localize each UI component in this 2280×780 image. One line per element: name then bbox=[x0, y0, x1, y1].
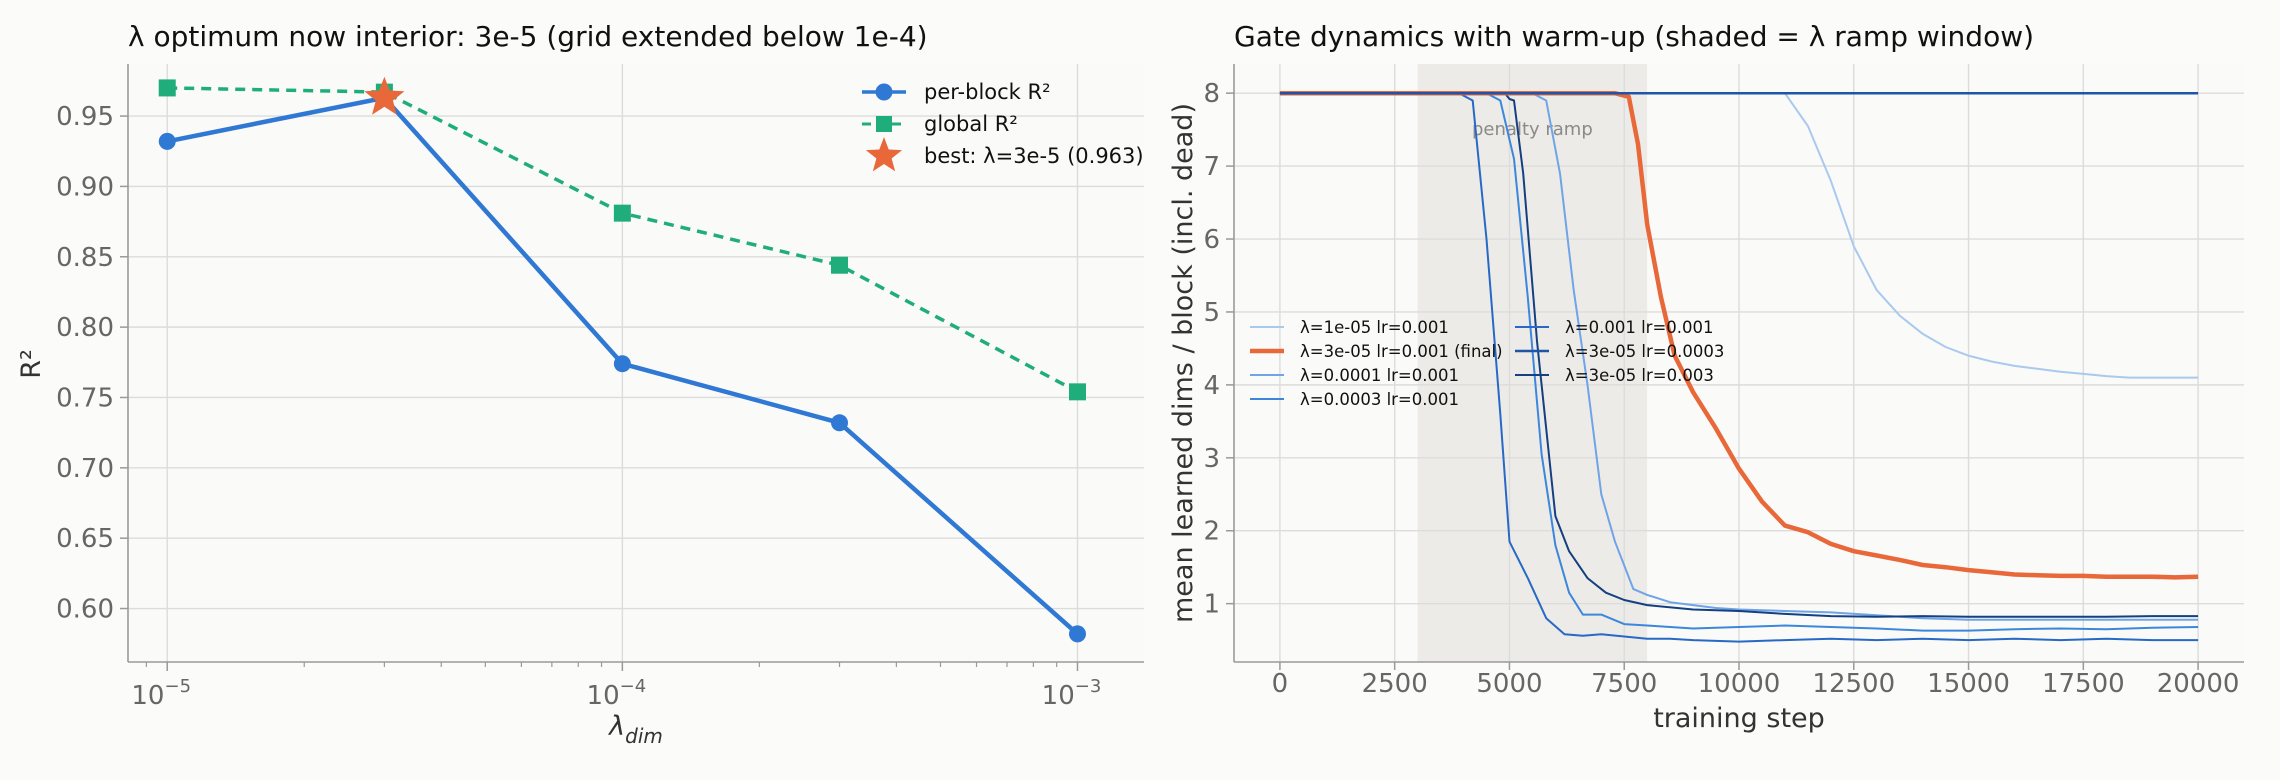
right-y-tick-label: 1 bbox=[1203, 590, 1220, 620]
right-y-tick-label: 4 bbox=[1203, 371, 1220, 401]
tick-exponent: −3 bbox=[1075, 676, 1102, 697]
left-y-tick-label: 0.90 bbox=[56, 172, 114, 202]
tick-exponent: −5 bbox=[164, 676, 191, 697]
tick-base: 10 bbox=[1042, 681, 1075, 711]
left-chart-title: λ optimum now interior: 3e-5 (grid exten… bbox=[128, 20, 928, 53]
right-legend-label: λ=0.0003 lr=0.001 bbox=[1300, 390, 1459, 409]
left-x-axis-label: λdim bbox=[607, 711, 663, 748]
legend-global-label: global R² bbox=[924, 112, 1018, 136]
right-legend-label: λ=0.0001 lr=0.001 bbox=[1300, 366, 1459, 385]
right-x-tick-label: 0 bbox=[1272, 669, 1289, 699]
legend-per-block-label: per-block R² bbox=[924, 80, 1051, 104]
right-x-tick-label: 7500 bbox=[1591, 669, 1657, 699]
per-block-r2-point bbox=[831, 414, 849, 432]
left-x-axis-label-main: λ bbox=[607, 711, 625, 742]
left-x-axis-label-sub: dim bbox=[625, 724, 663, 748]
right-x-tick-label: 10000 bbox=[1698, 669, 1781, 699]
left-y-tick-label: 0.80 bbox=[56, 313, 114, 343]
right-y-tick-label: 8 bbox=[1203, 79, 1220, 109]
global-r2-point bbox=[1068, 383, 1086, 401]
legend-best-star-icon bbox=[865, 137, 903, 172]
left-x-tick-label: 10−4 bbox=[587, 676, 647, 711]
right-y-tick-label: 2 bbox=[1203, 517, 1220, 547]
left-legend: per-block R² global R² best: λ=3e-5 (0.9… bbox=[862, 80, 1144, 172]
right-chart: 1 2 3 4 5 6 7 8 0 2500 5000 7500 10000 12500 15000 175… bbox=[1168, 20, 2244, 734]
legend-best-label: best: λ=3e-5 (0.963) bbox=[924, 144, 1144, 168]
tick-base: 10 bbox=[587, 681, 620, 711]
right-legend-label: λ=3e-05 lr=0.0003 bbox=[1565, 342, 1724, 361]
right-y-tick-label: 5 bbox=[1203, 298, 1220, 328]
left-y-tick-label: 0.60 bbox=[56, 595, 114, 625]
right-x-tick-label: 15000 bbox=[1927, 669, 2010, 699]
left-chart: 0.600.650.700.750.800.850.900.95 10−5 10−… bbox=[16, 20, 1144, 748]
right-x-tick-label: 12500 bbox=[1812, 669, 1895, 699]
right-series-line-3 bbox=[1279, 92, 2199, 632]
left-y-tick-label: 0.95 bbox=[56, 102, 114, 132]
left-x-tick-label: 10−3 bbox=[1042, 676, 1102, 711]
right-x-tick-label: 5000 bbox=[1476, 669, 1542, 699]
penalty-ramp-label: penalty ramp bbox=[1472, 119, 1593, 140]
left-series bbox=[158, 76, 1086, 643]
legend-per-block-marker bbox=[875, 83, 893, 101]
penalty-ramp-shaded-region bbox=[1417, 64, 1648, 662]
right-series-line-2 bbox=[1279, 92, 2199, 621]
right-legend-label: λ=0.001 lr=0.001 bbox=[1565, 318, 1714, 337]
right-x-ticks: 0 2500 5000 7500 10000 12500 15000 17500 20000 bbox=[1272, 662, 2240, 699]
right-x-axis-label: training step bbox=[1653, 703, 1825, 734]
right-x-tick-label: 17500 bbox=[2042, 669, 2125, 699]
per-block-r2-point bbox=[158, 132, 176, 150]
global-r2-point bbox=[613, 204, 631, 222]
per-block-r2-point bbox=[1068, 625, 1086, 643]
right-y-tick-label: 3 bbox=[1203, 444, 1220, 474]
left-axes bbox=[127, 64, 1144, 663]
tick-base: 10 bbox=[131, 681, 164, 711]
left-plot-area bbox=[128, 64, 1144, 662]
left-y-tick-label: 0.75 bbox=[56, 383, 114, 413]
left-x-tick-label: 10−5 bbox=[131, 676, 191, 711]
right-x-tick-label: 20000 bbox=[2157, 669, 2240, 699]
right-legend-label: λ=3e-05 lr=0.003 bbox=[1565, 366, 1714, 385]
global-r2-point bbox=[158, 79, 176, 97]
right-series-line-1 bbox=[1279, 90, 2199, 580]
tick-exponent: −4 bbox=[620, 676, 647, 697]
right-x-tick-label: 2500 bbox=[1362, 669, 1428, 699]
right-legend: λ=1e-05 lr=0.001 λ=3e-05 lr=0.001 (final)… bbox=[1250, 318, 1724, 409]
right-series-line-6 bbox=[1279, 92, 2199, 618]
left-x-ticks: 10−5 10−4 10−3 bbox=[131, 662, 1101, 711]
right-y-tick-label: 6 bbox=[1203, 225, 1220, 255]
right-y-tick-label: 7 bbox=[1203, 152, 1220, 182]
right-chart-title: Gate dynamics with warm-up (shaded = λ r… bbox=[1234, 20, 2034, 53]
right-legend-label: λ=3e-05 lr=0.001 (final) bbox=[1300, 342, 1503, 361]
right-series bbox=[1279, 90, 2199, 643]
per-block-r2-point bbox=[613, 355, 631, 373]
right-y-axis-label: mean learned dims / block (incl. dead) bbox=[1168, 103, 1199, 623]
global-r2-point bbox=[831, 256, 849, 274]
legend-global-marker bbox=[876, 116, 892, 132]
left-y-tick-label: 0.65 bbox=[56, 524, 114, 554]
best-star-marker bbox=[364, 76, 405, 115]
right-y-ticks: 1 2 3 4 5 6 7 8 bbox=[1203, 79, 1234, 620]
right-series-line-4 bbox=[1279, 92, 2199, 643]
left-y-tick-label: 0.70 bbox=[56, 454, 114, 484]
left-y-ticks: 0.60 0.65 0.70 0.75 0.80 0.85 0.90 0.95 bbox=[56, 102, 128, 625]
left-y-tick-label: 0.85 bbox=[56, 243, 114, 273]
left-y-axis-label: R² bbox=[16, 349, 47, 379]
right-legend-label: λ=1e-05 lr=0.001 bbox=[1300, 318, 1449, 337]
